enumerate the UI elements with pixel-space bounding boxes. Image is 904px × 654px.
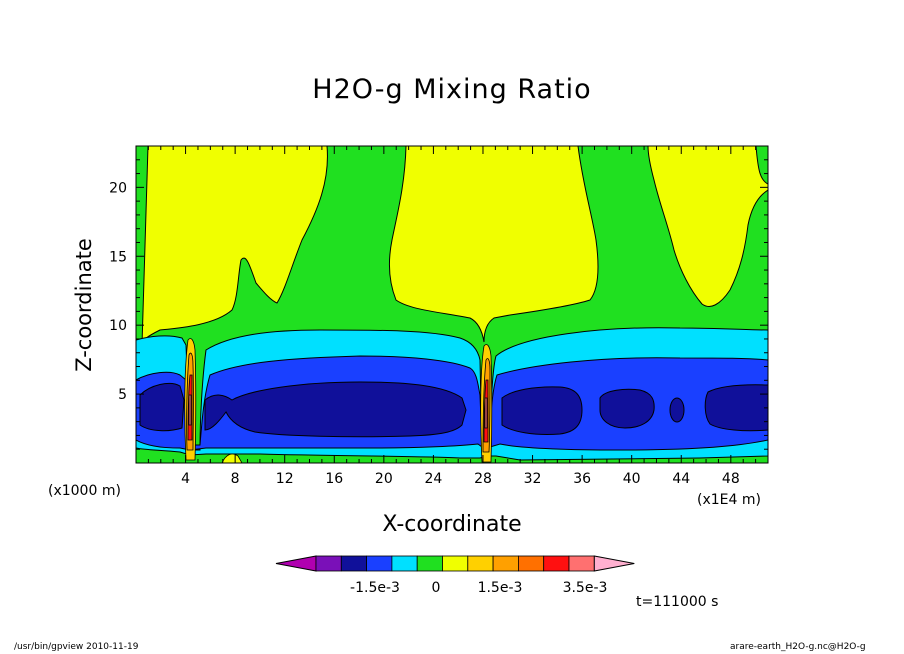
updraft-left bbox=[184, 338, 197, 461]
footer-left: /usr/bin/gpview 2010-11-19 bbox=[14, 642, 139, 652]
colorbar-swatch bbox=[467, 555, 494, 572]
x-tick-label: 40 bbox=[623, 471, 641, 487]
x-tick-label: 4 bbox=[181, 471, 190, 487]
contour-fill bbox=[136, 146, 768, 463]
colorbar-max-arrow bbox=[593, 555, 635, 572]
footer-right: arare-earth_H2O-g.nc@H2O-g bbox=[730, 642, 866, 652]
x-tick-label: 32 bbox=[524, 471, 542, 487]
colorbar: -1.5e-3 0 1.5e-3 3.5e-3 bbox=[275, 555, 635, 596]
colorbar-swatch bbox=[340, 555, 367, 572]
x-tick-label: 20 bbox=[375, 471, 393, 487]
x-axis-label: X-coordinate bbox=[382, 512, 522, 537]
colorbar-swatch bbox=[442, 555, 469, 572]
y-unit-label: (x1000 m) bbox=[48, 483, 121, 499]
region-navy-r3 bbox=[669, 397, 685, 423]
region-navy-r4 bbox=[704, 384, 768, 432]
colorbar-swatch bbox=[492, 555, 519, 572]
region-navy-mid bbox=[204, 381, 467, 438]
time-label: t=111000 s bbox=[636, 594, 719, 610]
colorbar-swatch bbox=[568, 555, 595, 572]
region-navy-r2 bbox=[599, 388, 655, 429]
colorbar-swatch bbox=[543, 555, 570, 572]
x-tick-label: 8 bbox=[231, 471, 240, 487]
colorbar-swatch bbox=[416, 555, 443, 572]
colorbar-swatch bbox=[366, 555, 393, 572]
region-yellow-bottom bbox=[221, 453, 243, 463]
y-tick-label: 5 bbox=[118, 387, 127, 403]
y-tick-label: 15 bbox=[109, 249, 127, 265]
region-navy-left bbox=[139, 382, 185, 432]
y-tick-label: 10 bbox=[109, 318, 127, 334]
y-tick-label: 20 bbox=[109, 180, 127, 196]
x-tick-label: 48 bbox=[722, 471, 740, 487]
x-tick-label: 44 bbox=[672, 471, 690, 487]
colorbar-swatch bbox=[391, 555, 418, 572]
x-tick-label: 24 bbox=[424, 471, 442, 487]
colorbar-label: 0 bbox=[432, 580, 441, 596]
chart-title: H2O-g Mixing Ratio bbox=[312, 74, 592, 105]
x-tick-label: 12 bbox=[276, 471, 294, 487]
colorbar-label: 3.5e-3 bbox=[563, 580, 608, 596]
updraft-mid bbox=[480, 344, 493, 463]
plot-frame bbox=[135, 145, 769, 464]
colorbar-swatch bbox=[518, 555, 545, 572]
y-axis-label: Z-coordinate bbox=[72, 238, 96, 372]
region-yellow-mid bbox=[388, 146, 599, 343]
colorbar-label: 1.5e-3 bbox=[478, 580, 523, 596]
colorbar-label: -1.5e-3 bbox=[350, 580, 400, 596]
colorbar-swatch bbox=[315, 555, 342, 572]
x-tick-label: 36 bbox=[573, 471, 591, 487]
region-navy-right bbox=[501, 386, 583, 435]
x-tick-label: 16 bbox=[325, 471, 343, 487]
x-unit-label: (x1E4 m) bbox=[697, 492, 761, 508]
x-tick-label: 28 bbox=[474, 471, 492, 487]
colorbar-min-arrow bbox=[275, 555, 317, 572]
